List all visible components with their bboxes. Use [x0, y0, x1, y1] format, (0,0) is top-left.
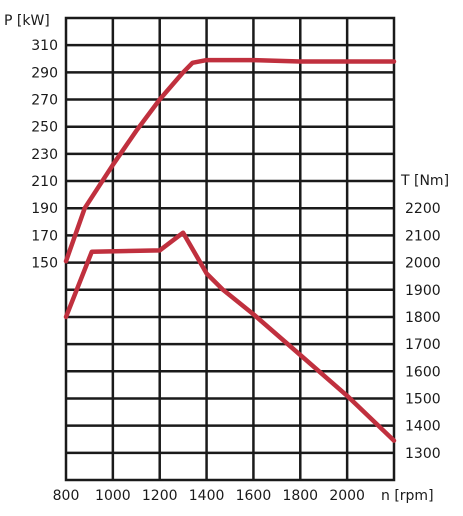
right-tick-label: 1600: [405, 364, 441, 380]
left-tick-label: 250: [31, 120, 58, 136]
data-curves: [63, 57, 397, 443]
right-tick-label: 1500: [405, 391, 441, 407]
right-axis-title: T [Nm]: [400, 173, 449, 189]
right-tick-label: 1700: [405, 337, 441, 353]
left-tick-label: 310: [31, 38, 58, 54]
power-curve: [63, 57, 397, 264]
x-tick-label: 1200: [142, 488, 178, 504]
right-tick-label: 1900: [405, 283, 441, 299]
x-tick-label: 1400: [189, 488, 225, 504]
left-tick-label: 290: [31, 65, 58, 81]
x-tick-label: 1000: [95, 488, 131, 504]
right-tick-label: 2200: [405, 201, 441, 217]
right-tick-label: 2000: [405, 256, 441, 272]
x-tick-label: 1800: [282, 488, 318, 504]
left-tick-label: 150: [31, 256, 58, 272]
torque-curve: [63, 230, 397, 443]
x-axis-title: n [rpm]: [381, 488, 434, 504]
right-tick-label: 1400: [405, 419, 441, 435]
x-axis-ticks: 800 1000 1200 1400 1600 1800 2000: [53, 488, 365, 504]
left-axis-ticks: 150 170 190 210 230 250 270 290 310: [31, 38, 58, 271]
right-tick-label: 1800: [405, 310, 441, 326]
x-tick-label: 1600: [236, 488, 272, 504]
right-axis-ticks: 1300 1400 1500 1600 1700 1800 1900 2000 2100 2200: [405, 201, 441, 462]
left-tick-label: 230: [31, 147, 58, 163]
right-tick-label: 1300: [405, 446, 441, 462]
plot-grid: [64, 16, 396, 482]
left-axis-title: P [kW]: [4, 13, 50, 29]
x-tick-label: 800: [53, 488, 80, 504]
left-tick-label: 270: [31, 93, 58, 109]
x-tick-label: 2000: [329, 488, 365, 504]
left-tick-label: 210: [31, 174, 58, 190]
plot-frame: [64, 16, 396, 482]
left-tick-label: 190: [31, 201, 58, 217]
right-tick-label: 2100: [405, 228, 441, 244]
left-tick-label: 170: [31, 228, 58, 244]
